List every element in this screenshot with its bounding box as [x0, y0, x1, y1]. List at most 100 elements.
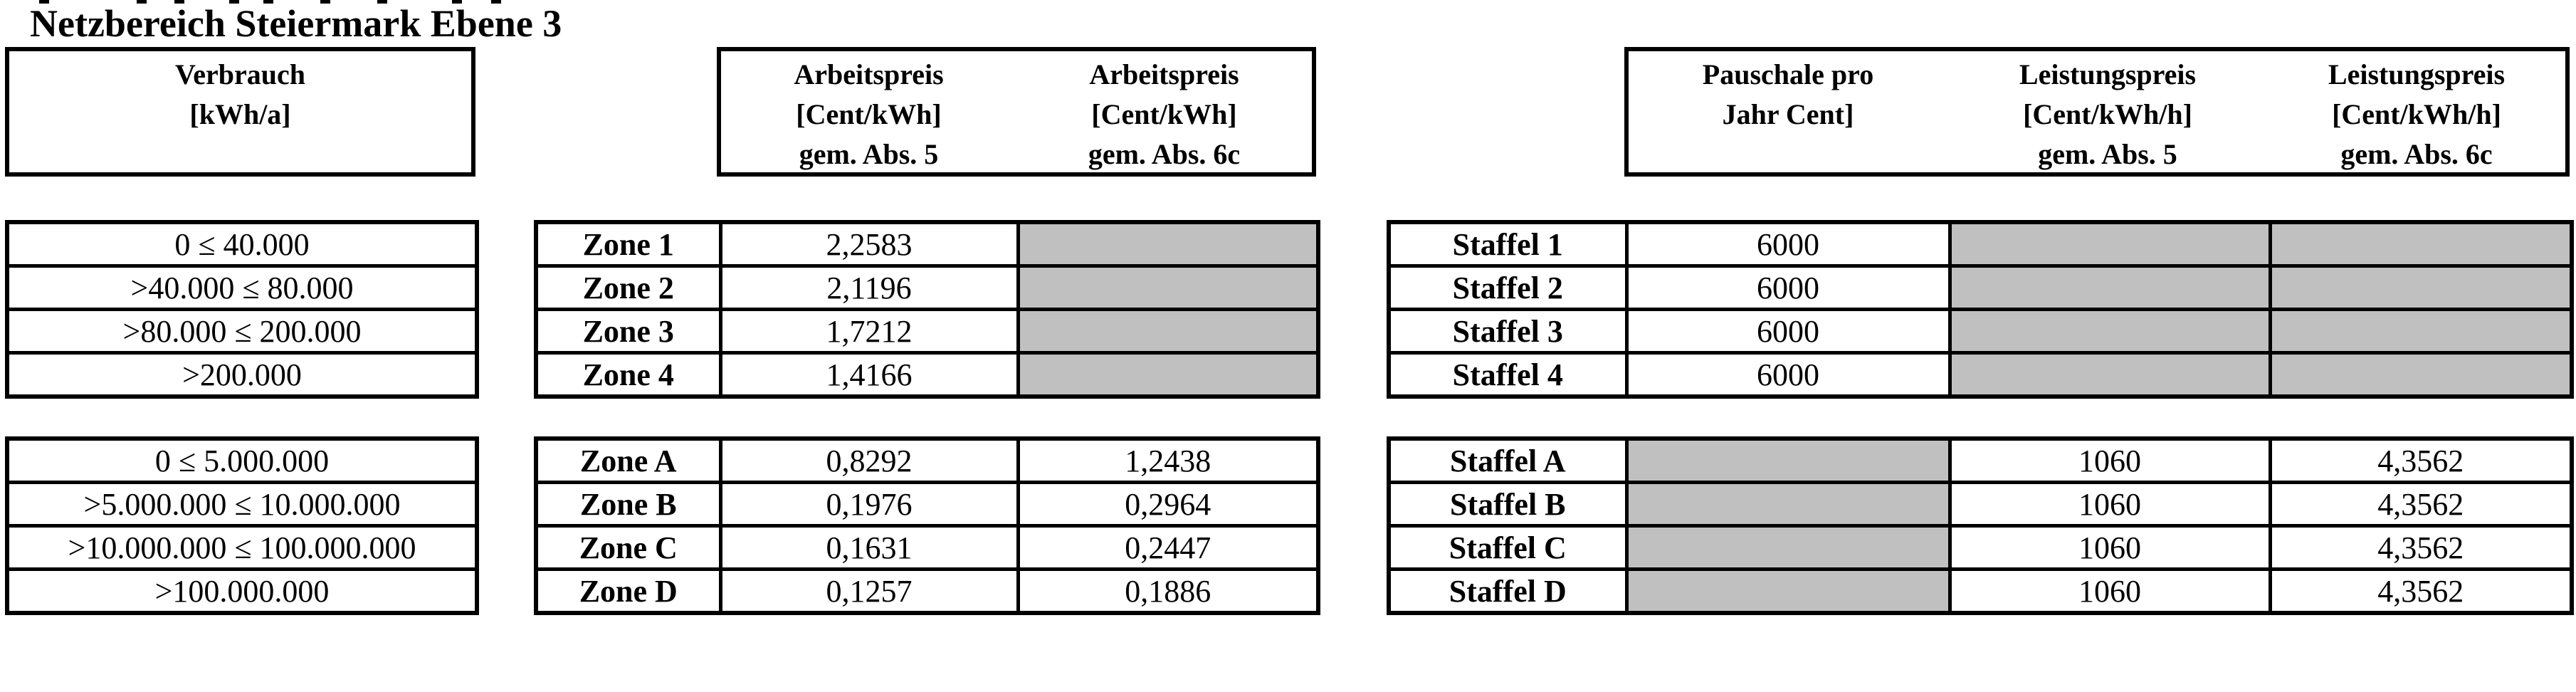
label-cell: Zone 4 — [534, 351, 722, 399]
table-row: Zone 3 1,7212 — [534, 308, 1320, 355]
header-line: gem. Abs. 6c — [2340, 138, 2493, 170]
arbeitspreis-abs5-header: Arbeitspreis [Cent/kWh] gem. Abs. 5 — [721, 51, 1016, 172]
value-cell: >200.000 — [5, 351, 479, 399]
label-cell: Zone 1 — [534, 220, 722, 268]
cropped-text-artifact — [377, 0, 387, 4]
table-row: Staffel C 1060 4,3562 — [1387, 524, 2574, 571]
cropped-text-artifact — [229, 0, 239, 4]
cropped-text-artifact — [137, 0, 147, 4]
label-cell: Zone B — [534, 481, 722, 528]
zone-price-table-block1: Zone 1 2,2583 Zone 2 2,1196 Zone 3 1,7212 Zone… — [534, 220, 1320, 399]
staffel-price-table-block2: Staffel A 1060 4,3562 Staffel B 1060 4,3562 St… — [1387, 436, 2574, 615]
header-line: Arbeitspreis — [1089, 58, 1239, 90]
arbeitspreis-header-box: Arbeitspreis [Cent/kWh] gem. Abs. 5 Arbe… — [717, 47, 1316, 177]
header-line: [Cent/kWh/h] — [2332, 98, 2501, 130]
value-cell: 0 ≤ 40.000 — [5, 220, 479, 268]
value-cell: >40.000 ≤ 80.000 — [5, 264, 479, 311]
header-line: [Cent/kWh] — [1091, 98, 1237, 130]
abs6c-cell: 0,2964 — [1016, 481, 1320, 528]
shaded-empty-cell — [2268, 264, 2574, 311]
table-row: Zone 2 2,1196 — [534, 264, 1320, 311]
pauschale-cell: 6000 — [1624, 264, 1952, 311]
label-cell: Staffel 3 — [1387, 308, 1629, 355]
table-row: Zone 1 2,2583 — [534, 220, 1320, 268]
lp_abs5-cell: 1060 — [1947, 481, 2272, 528]
lp_abs6c-cell: 4,3562 — [2268, 481, 2574, 528]
label-cell: Staffel C — [1387, 524, 1629, 571]
zone-price-table-block2: Zone A 0,8292 1,2438 Zone B 0,1976 0,2964 Zone… — [534, 436, 1320, 615]
header-line: [Cent/kWh/h] — [2023, 98, 2192, 130]
table-row: >5.000.000 ≤ 10.000.000 — [5, 481, 479, 528]
header-line: Pauschale pro — [1702, 58, 1874, 90]
table-row: Zone C 0,1631 0,2447 — [534, 524, 1320, 571]
table-row: >10.000.000 ≤ 100.000.000 — [5, 524, 479, 571]
pauschale-cell: 6000 — [1624, 351, 1952, 399]
header-line: gem. Abs. 6c — [1088, 138, 1241, 170]
shaded-empty-cell — [1016, 308, 1320, 355]
shaded-empty-cell — [1624, 436, 1952, 484]
lp_abs6c-cell: 4,3562 — [2268, 524, 2574, 571]
shaded-empty-cell — [2268, 220, 2574, 268]
lp_abs5-cell: 1060 — [1947, 436, 2272, 484]
table-row: Staffel 4 6000 — [1387, 351, 2574, 399]
label-cell: Staffel 2 — [1387, 264, 1629, 311]
abs5-cell: 0,1631 — [718, 524, 1020, 571]
table-row: Zone B 0,1976 0,2964 — [534, 481, 1320, 528]
cropped-text-artifact — [491, 0, 501, 4]
abs5-cell: 2,1196 — [718, 264, 1020, 311]
label-cell: Staffel B — [1387, 481, 1629, 528]
shaded-empty-cell — [1947, 220, 2272, 268]
table-row: Staffel 3 6000 — [1387, 308, 2574, 355]
page-title: Netzbereich Steiermark Ebene 3 — [30, 2, 562, 45]
abs6c-cell: 0,1886 — [1016, 567, 1320, 615]
leistungspreis-abs5-header: Leistungspreis [Cent/kWh/h] gem. Abs. 5 — [1947, 51, 2268, 172]
shaded-empty-cell — [1016, 264, 1320, 311]
abs6c-cell: 0,2447 — [1016, 524, 1320, 571]
leistungspreis-header-box: Pauschale pro Jahr Cent] Leistungspreis … — [1624, 47, 2570, 177]
shaded-empty-cell — [1947, 264, 2272, 311]
value-cell: >100.000.000 — [5, 567, 479, 615]
label-cell: Staffel A — [1387, 436, 1629, 484]
table-row: Zone D 0,1257 0,1886 — [534, 567, 1320, 615]
lp_abs6c-cell: 4,3562 — [2268, 567, 2574, 615]
header-line: Leistungspreis — [2328, 58, 2506, 90]
abs5-cell: 1,7212 — [718, 308, 1020, 355]
header-line: Leistungspreis — [2019, 58, 2197, 90]
abs5-cell: 2,2583 — [718, 220, 1020, 268]
pauschale-cell: 6000 — [1624, 308, 1952, 355]
shaded-empty-cell — [1624, 524, 1952, 571]
table-row: Zone 4 1,4166 — [534, 351, 1320, 399]
table-row: >200.000 — [5, 351, 479, 399]
table-row: Staffel A 1060 4,3562 — [1387, 436, 2574, 484]
header-line: gem. Abs. 5 — [799, 138, 939, 170]
lp_abs5-cell: 1060 — [1947, 567, 2272, 615]
value-cell: >5.000.000 ≤ 10.000.000 — [5, 481, 479, 528]
table-row: Staffel 1 6000 — [1387, 220, 2574, 268]
cropped-text-artifact — [263, 0, 273, 4]
label-cell: Zone A — [534, 436, 722, 484]
header-line: Jahr Cent] — [1722, 98, 1854, 130]
table-row: Staffel D 1060 4,3562 — [1387, 567, 2574, 615]
label-cell: Staffel 4 — [1387, 351, 1629, 399]
value-cell: 0 ≤ 5.000.000 — [5, 436, 479, 484]
cropped-text-artifact — [320, 0, 330, 4]
abs5-cell: 0,8292 — [718, 436, 1020, 484]
table-row: Zone A 0,8292 1,2438 — [534, 436, 1320, 484]
label-cell: Zone C — [534, 524, 722, 571]
verbrauch-header-box: Verbrauch [kWh/a] — [5, 47, 475, 177]
label-cell: Zone 3 — [534, 308, 722, 355]
header-line: [Cent/kWh] — [796, 98, 942, 130]
cropped-text-artifact — [452, 0, 462, 4]
abs5-cell: 0,1976 — [718, 481, 1020, 528]
abs5-cell: 1,4166 — [718, 351, 1020, 399]
shaded-empty-cell — [1947, 351, 2272, 399]
abs6c-cell: 1,2438 — [1016, 436, 1320, 484]
shaded-empty-cell — [2268, 351, 2574, 399]
shaded-empty-cell — [2268, 308, 2574, 355]
label-cell: Zone 2 — [534, 264, 722, 311]
arbeitspreis-abs6c-header: Arbeitspreis [Cent/kWh] gem. Abs. 6c — [1016, 51, 1312, 172]
lp_abs6c-cell: 4,3562 — [2268, 436, 2574, 484]
shaded-empty-cell — [1016, 220, 1320, 268]
table-row: >100.000.000 — [5, 567, 479, 615]
